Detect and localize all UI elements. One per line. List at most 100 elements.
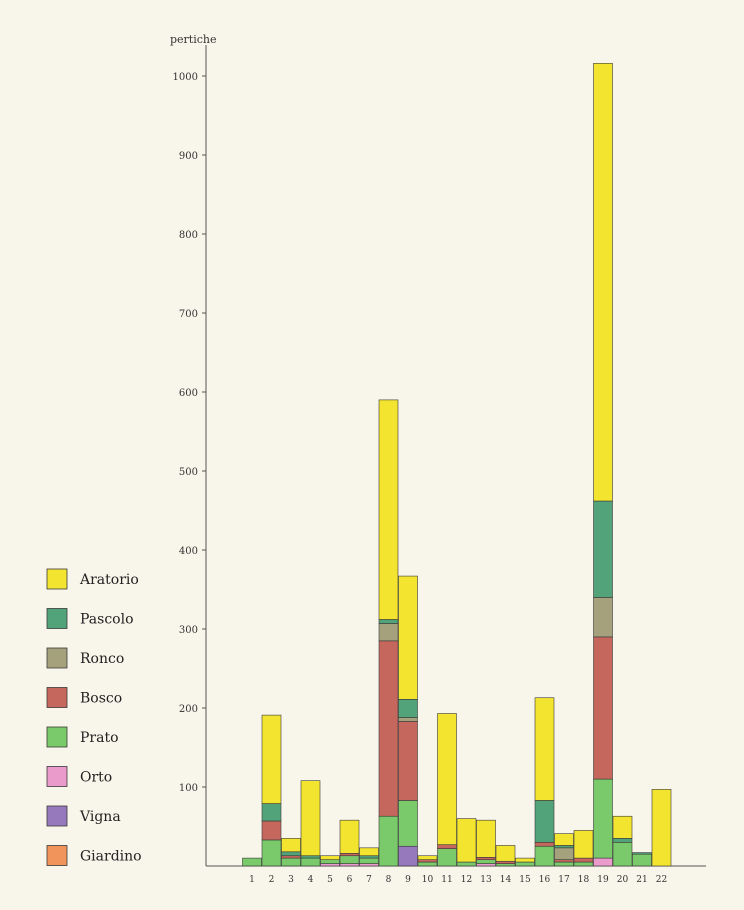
bar-segment-pascolo-9	[398, 699, 418, 718]
y-tick-label: 500	[179, 467, 198, 478]
legend-swatch-pascolo	[46, 608, 68, 629]
bar-segment-aratorio-19	[593, 63, 613, 502]
y-tick-label: 700	[179, 309, 198, 320]
x-tick-label: 13	[480, 875, 492, 885]
legend-label-giardino: Giardino	[80, 849, 142, 865]
bar-segment-bosco-10	[417, 859, 438, 863]
y-tick-label: 800	[179, 230, 198, 241]
bar-segment-orto-6	[339, 863, 360, 867]
bar-segment-prato-4	[300, 857, 321, 867]
x-tick-label: 15	[519, 875, 531, 885]
bar-segment-aratorio-20	[612, 815, 633, 839]
bar-segment-ronco-8	[378, 623, 399, 642]
bar-segment-pascolo-20	[612, 838, 633, 843]
bar-segment-aratorio-18	[573, 830, 594, 859]
bar-segment-bosco-19	[593, 636, 613, 780]
bar-segment-prato-17	[554, 861, 574, 867]
bar-segment-prato-11	[437, 848, 457, 867]
bar-segment-aratorio-5	[320, 855, 340, 860]
bar-segment-bosco-18	[573, 857, 594, 863]
bar-segment-pascolo-4	[300, 855, 321, 859]
y-tick-label: 300	[179, 625, 198, 636]
bar-segment-prato-12	[456, 861, 477, 867]
bar-segment-ronco-9	[398, 717, 418, 722]
bar-segment-aratorio-9	[398, 575, 418, 700]
bar-segment-vigna-9	[398, 845, 418, 867]
bar-segment-ronco-17	[554, 847, 574, 860]
bar-segment-orto-19	[593, 857, 613, 867]
x-tick-label: 9	[405, 875, 411, 885]
x-tick-label: 8	[386, 875, 392, 885]
y-tick-label: 400	[179, 546, 198, 557]
bar-segment-aratorio-11	[437, 713, 457, 845]
x-tick-label: 11	[441, 875, 452, 885]
x-tick-label: 6	[347, 875, 353, 885]
bar-segment-pascolo-21	[632, 852, 652, 855]
bar-segment-prato-10	[417, 861, 438, 867]
bar-segment-aratorio-8	[378, 399, 399, 620]
x-tick-label: 7	[366, 875, 372, 885]
bar-segment-pascolo-2	[261, 803, 282, 822]
bar-segment-prato-14	[495, 863, 516, 867]
bar-segment-bosco-6	[339, 853, 360, 857]
bar-segment-pascolo-17	[554, 845, 574, 849]
y-unit-label: pertiche	[170, 33, 217, 46]
bar-segment-prato-6	[339, 855, 360, 864]
bar-segment-prato-3	[281, 857, 301, 867]
x-tick-label: 3	[288, 875, 294, 885]
bar-segment-prato-18	[573, 861, 594, 867]
bar-segment-aratorio-6	[339, 819, 360, 854]
legend-label-bosco: Bosco	[80, 691, 122, 707]
bar-segment-aratorio-12	[456, 818, 477, 863]
legend-swatch-ronco	[46, 647, 68, 669]
legend-swatch-orto	[46, 766, 68, 787]
bar-segment-prato-5	[320, 859, 340, 864]
x-tick-label: 2	[269, 875, 275, 885]
x-tick-label: 5	[327, 875, 333, 885]
bar-segment-aratorio-16	[534, 697, 555, 801]
x-tick-labels: 1 2 3 4 5 6 7 8 9 10 11 12 13 14 15 16 17 18 19 20 21 22	[249, 875, 667, 885]
bars	[242, 63, 672, 867]
legend-label-pascolo: Pascolo	[80, 612, 134, 628]
bar-segment-prato-13	[476, 859, 496, 864]
bar-segment-bosco-16	[534, 841, 555, 847]
bar-segment-prato-16	[534, 845, 555, 867]
bar-segment-prato-20	[612, 841, 633, 867]
x-tick-label: 21	[636, 875, 647, 885]
bar-segment-aratorio-13	[476, 819, 496, 858]
bar-segment-aratorio-17	[554, 833, 574, 846]
bar-segment-aratorio-3	[281, 838, 301, 853]
y-tick-label: 200	[179, 704, 198, 715]
x-tick-label: 18	[578, 875, 590, 885]
bar-segment-bosco-3	[281, 855, 301, 859]
bar-segment-pascolo-16	[534, 800, 555, 843]
bar-segment-bosco-17	[554, 859, 574, 863]
legend-label-prato: Prato	[80, 730, 119, 746]
legend-swatch-prato	[46, 726, 68, 748]
bar-segment-prato-1	[242, 857, 262, 867]
x-tick-label: 1	[249, 875, 255, 885]
bar-segment-aratorio-7	[359, 847, 379, 857]
x-tick-label: 10	[422, 875, 434, 885]
bar-segment-bosco-13	[476, 857, 496, 860]
bar-segment-prato-9	[398, 800, 418, 847]
legend-label-orto: Orto	[80, 770, 112, 786]
bar-segment-prato-15	[515, 861, 535, 867]
legend-swatch-bosco	[46, 687, 68, 708]
bar-segment-prato-7	[359, 857, 379, 864]
bar-segment-bosco-2	[261, 820, 282, 841]
x-tick-label: 12	[461, 875, 472, 885]
y-ticks: 100 200 300 400 500 600 700 800 900 1000	[173, 72, 206, 794]
x-tick-label: 22	[656, 875, 667, 885]
legend-swatch-giardino	[46, 845, 68, 866]
bar-segment-aratorio-4	[300, 780, 321, 857]
x-tick-label: 14	[500, 875, 512, 885]
y-tick-label: 900	[179, 151, 198, 162]
bar-segment-orto-5	[320, 863, 340, 867]
y-tick-label: 600	[179, 388, 198, 399]
bar-segment-aratorio-10	[417, 855, 438, 860]
bar-segment-aratorio-14	[495, 845, 516, 862]
bar-segment-aratorio-22	[651, 789, 672, 867]
legend-swatch-aratorio	[46, 568, 68, 590]
